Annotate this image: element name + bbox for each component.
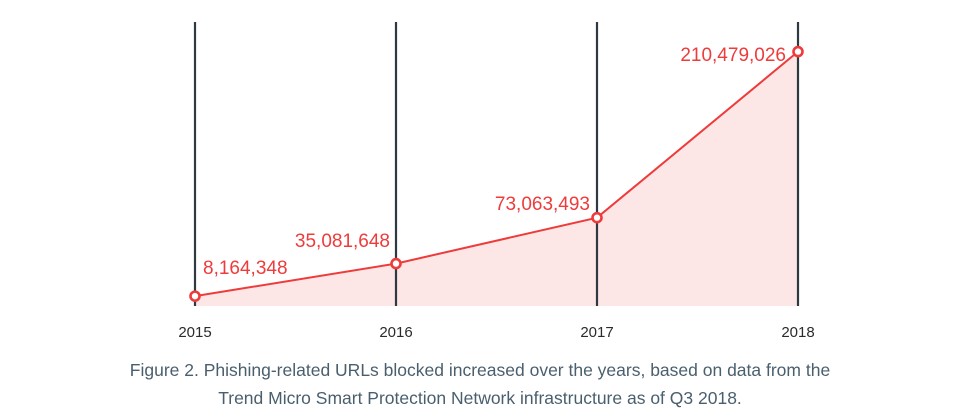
data-point-2016 <box>390 257 402 270</box>
series-line <box>194 50 799 298</box>
data-points <box>189 45 804 302</box>
x-tick-2017: 2017 <box>580 324 613 341</box>
data-label-2018: 210,479,026 <box>680 45 786 66</box>
data-point-2015 <box>189 290 201 302</box>
x-axis-tick-labels: 2015 2016 2017 2018 <box>178 324 814 341</box>
data-point-2018 <box>792 45 804 58</box>
chart: 8,164,348 35,081,648 73,063,493 210,479,026… <box>178 22 815 341</box>
data-label-2017: 73,063,493 <box>495 194 590 215</box>
series-area <box>195 51 798 307</box>
caption-line-1: Figure 2. Phishing-related URLs blocked … <box>129 360 831 380</box>
data-labels: 8,164,348 35,081,648 73,063,493 210,479,026 <box>203 45 786 279</box>
x-tick-2018: 2018 <box>781 324 814 341</box>
x-tick-2016: 2016 <box>379 324 412 341</box>
x-tick-2015: 2015 <box>178 324 211 341</box>
caption-line-2: Trend Micro Smart Protection Network inf… <box>218 388 742 408</box>
data-point-2017 <box>591 211 603 224</box>
data-label-2015: 8,164,348 <box>203 258 288 279</box>
figure-caption: Figure 2. Phishing-related URLs blocked … <box>0 356 960 412</box>
data-label-2016: 35,081,648 <box>295 231 390 252</box>
